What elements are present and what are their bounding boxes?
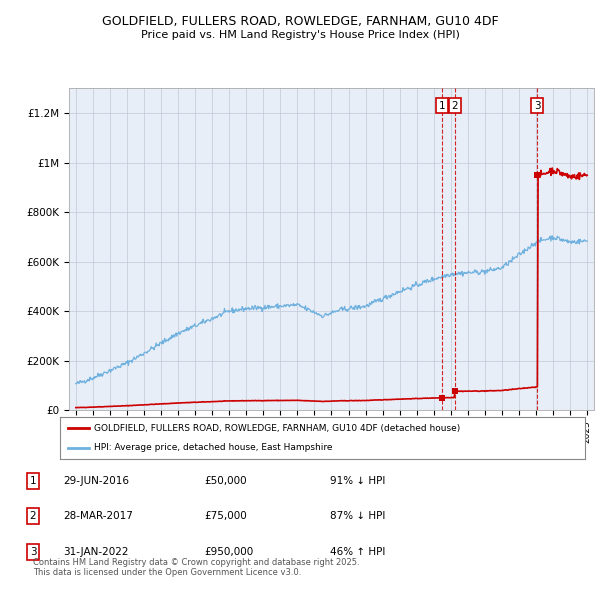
Text: 29-JUN-2016: 29-JUN-2016 <box>63 476 129 486</box>
Text: 87% ↓ HPI: 87% ↓ HPI <box>330 512 385 521</box>
Text: 3: 3 <box>29 547 37 556</box>
Text: £50,000: £50,000 <box>204 476 247 486</box>
Text: 2: 2 <box>451 101 458 111</box>
Text: 46% ↑ HPI: 46% ↑ HPI <box>330 547 385 556</box>
Text: 91% ↓ HPI: 91% ↓ HPI <box>330 476 385 486</box>
Text: HPI: Average price, detached house, East Hampshire: HPI: Average price, detached house, East… <box>94 443 332 452</box>
Text: £75,000: £75,000 <box>204 512 247 521</box>
Text: 31-JAN-2022: 31-JAN-2022 <box>63 547 128 556</box>
Text: 3: 3 <box>534 101 541 111</box>
Text: 2: 2 <box>29 512 37 521</box>
Text: 28-MAR-2017: 28-MAR-2017 <box>63 512 133 521</box>
Text: Price paid vs. HM Land Registry's House Price Index (HPI): Price paid vs. HM Land Registry's House … <box>140 30 460 40</box>
Text: 1: 1 <box>29 476 37 486</box>
Text: £950,000: £950,000 <box>204 547 253 556</box>
Text: GOLDFIELD, FULLERS ROAD, ROWLEDGE, FARNHAM, GU10 4DF (detached house): GOLDFIELD, FULLERS ROAD, ROWLEDGE, FARNH… <box>94 424 460 432</box>
Text: 1: 1 <box>439 101 445 111</box>
Text: Contains HM Land Registry data © Crown copyright and database right 2025.
This d: Contains HM Land Registry data © Crown c… <box>33 558 359 577</box>
Text: GOLDFIELD, FULLERS ROAD, ROWLEDGE, FARNHAM, GU10 4DF: GOLDFIELD, FULLERS ROAD, ROWLEDGE, FARNH… <box>101 15 499 28</box>
